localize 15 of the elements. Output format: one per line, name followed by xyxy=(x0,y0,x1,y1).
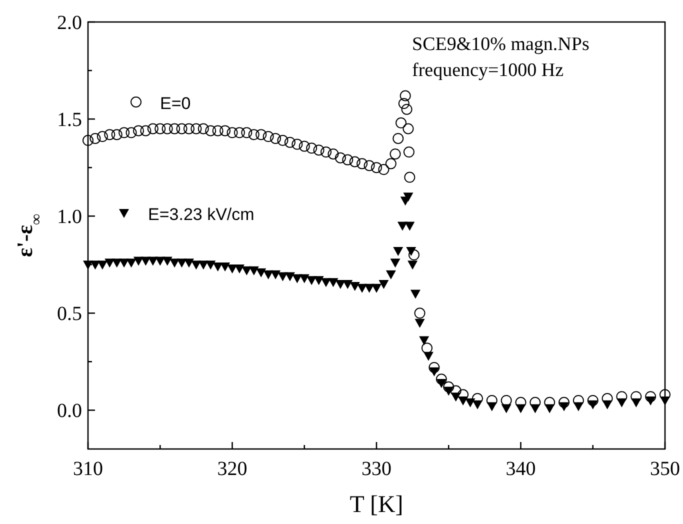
legend-label: E=0 xyxy=(160,94,191,113)
x-tick-label: 340 xyxy=(506,458,536,480)
annotation: frequency=1000 Hz xyxy=(412,60,564,81)
y-tick-label: 1.0 xyxy=(57,206,82,228)
x-tick-label: 320 xyxy=(217,458,248,480)
y-tick-label: 0.5 xyxy=(57,303,82,326)
y-tick-label: 1.5 xyxy=(57,109,82,132)
x-tick-label: 330 xyxy=(362,458,392,480)
x-tick-label: 350 xyxy=(650,458,680,480)
y-tick-label: 0.0 xyxy=(57,400,82,422)
y-tick-label: 2.0 xyxy=(57,12,82,34)
x-axis-title: T [K] xyxy=(350,492,404,518)
x-tick-label: 310 xyxy=(73,458,103,480)
legend-label: E=3.23 kV/cm xyxy=(148,205,254,224)
annotation: SCE9&10% magn.NPs xyxy=(412,34,590,55)
